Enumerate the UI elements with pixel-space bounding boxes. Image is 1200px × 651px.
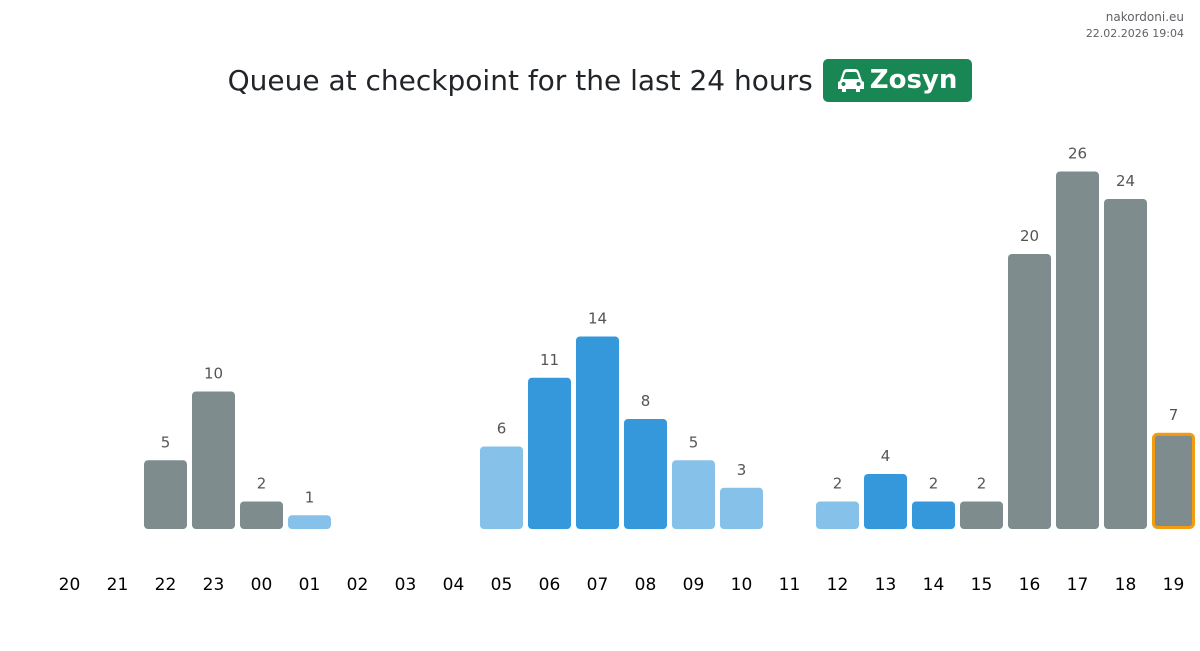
source-site: nakordoni.eu bbox=[1105, 10, 1184, 24]
timestamp: 22.02.2026 19:04 bbox=[1085, 27, 1184, 40]
value-label-18: 24 bbox=[1116, 172, 1135, 190]
x-tick-label-20: 20 bbox=[59, 575, 81, 595]
x-tick-label-22: 22 bbox=[155, 575, 177, 595]
bar-00[interactable] bbox=[240, 501, 283, 530]
source-info: nakordoni.eu 22.02.2026 19:04 bbox=[1086, 10, 1184, 41]
value-label-05: 6 bbox=[497, 420, 507, 438]
x-tick-label-18: 18 bbox=[1115, 575, 1137, 595]
checkpoint-name: Zosyn bbox=[869, 65, 958, 95]
x-tick-label-09: 09 bbox=[683, 575, 705, 595]
x-tick-label-07: 07 bbox=[587, 575, 609, 595]
bar-05[interactable] bbox=[480, 446, 523, 530]
value-label-01: 1 bbox=[305, 488, 315, 506]
title-row: Queue at checkpoint for the last 24 hour… bbox=[0, 58, 1200, 102]
x-tick-label-03: 03 bbox=[395, 575, 417, 595]
value-label-09: 5 bbox=[689, 433, 699, 451]
bar-01[interactable] bbox=[288, 515, 331, 529]
x-tick-label-15: 15 bbox=[971, 575, 993, 595]
chart-title: Queue at checkpoint for the last 24 hour… bbox=[227, 63, 813, 97]
x-tick-label-02: 02 bbox=[347, 575, 369, 595]
bar-15[interactable] bbox=[960, 501, 1003, 530]
car-icon bbox=[837, 69, 864, 92]
value-label-15: 2 bbox=[977, 475, 987, 493]
checkpoint-badge: Zosyn bbox=[822, 58, 973, 102]
value-label-06: 11 bbox=[540, 351, 559, 369]
bar-07[interactable] bbox=[576, 336, 619, 530]
x-tick-label-12: 12 bbox=[827, 575, 849, 595]
bar-08[interactable] bbox=[624, 419, 667, 529]
x-tick-label-16: 16 bbox=[1019, 575, 1041, 595]
x-tick-label-04: 04 bbox=[443, 575, 465, 595]
value-label-23: 10 bbox=[204, 365, 223, 383]
x-tick-label-23: 23 bbox=[203, 575, 225, 595]
x-tick-label-11: 11 bbox=[779, 575, 801, 595]
bar-22[interactable] bbox=[144, 460, 187, 529]
bar-17[interactable] bbox=[1056, 171, 1099, 530]
bar-10[interactable] bbox=[720, 487, 763, 529]
bar-06[interactable] bbox=[528, 377, 571, 529]
x-tick-label-14: 14 bbox=[923, 575, 945, 595]
x-tick-label-05: 05 bbox=[491, 575, 513, 595]
x-tick-label-01: 01 bbox=[299, 575, 321, 595]
x-tick-label-13: 13 bbox=[875, 575, 897, 595]
value-label-00: 2 bbox=[257, 475, 267, 493]
value-label-07: 14 bbox=[588, 310, 607, 328]
value-label-19: 7 bbox=[1169, 406, 1179, 424]
value-label-14: 2 bbox=[929, 475, 939, 493]
bar-16[interactable] bbox=[1008, 254, 1051, 529]
value-label-22: 5 bbox=[161, 433, 171, 451]
x-tick-label-19: 19 bbox=[1163, 575, 1185, 595]
bar-14[interactable] bbox=[912, 501, 955, 530]
value-label-08: 8 bbox=[641, 392, 651, 410]
x-tick-label-06: 06 bbox=[539, 575, 561, 595]
value-label-12: 2 bbox=[833, 475, 843, 493]
x-tick-label-08: 08 bbox=[635, 575, 657, 595]
x-tick-label-00: 00 bbox=[251, 575, 273, 595]
bar-13[interactable] bbox=[864, 474, 907, 529]
value-label-16: 20 bbox=[1020, 227, 1039, 245]
bar-12[interactable] bbox=[816, 501, 859, 530]
bar-18[interactable] bbox=[1104, 199, 1147, 529]
bar-19[interactable] bbox=[1152, 432, 1195, 529]
value-label-17: 26 bbox=[1068, 145, 1087, 163]
x-tick-label-17: 17 bbox=[1067, 575, 1089, 595]
x-tick-label-21: 21 bbox=[107, 575, 129, 595]
bar-23[interactable] bbox=[192, 391, 235, 530]
value-label-10: 3 bbox=[737, 461, 747, 479]
bar-09[interactable] bbox=[672, 460, 715, 529]
value-label-13: 4 bbox=[881, 447, 891, 465]
x-tick-label-10: 10 bbox=[731, 575, 753, 595]
